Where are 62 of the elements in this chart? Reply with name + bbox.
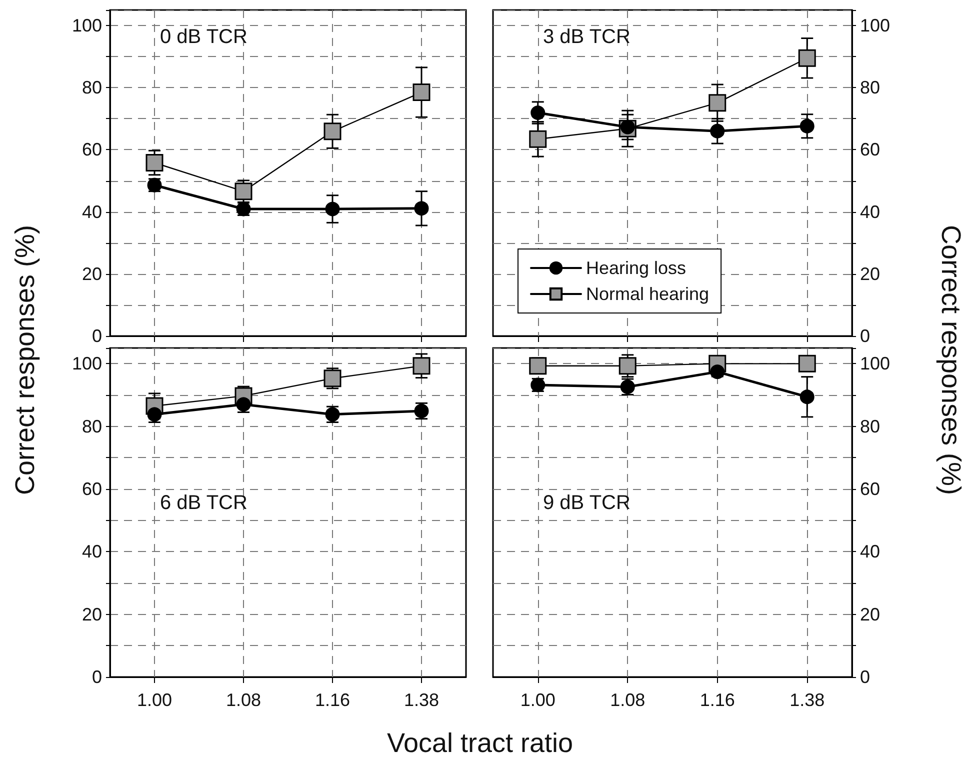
point	[414, 201, 429, 216]
y-tick-label: 100	[72, 354, 102, 374]
x-tick-label: 1.08	[610, 690, 646, 710]
text: 9 dB TCR	[543, 492, 630, 514]
point	[325, 202, 340, 216]
y-tick-label: 60	[82, 140, 102, 160]
y2-tick-label: 80	[860, 78, 880, 98]
y-tick-label: 80	[82, 78, 102, 98]
y-tick-label: 40	[82, 202, 102, 222]
point	[236, 397, 251, 412]
text: 6 dB TCR	[160, 492, 248, 514]
point	[412, 84, 430, 102]
y-axis-title: Correct responses (%)	[10, 224, 41, 496]
y-tick-label: 20	[82, 604, 102, 624]
y-tick-label: 80	[82, 416, 102, 436]
point	[710, 364, 725, 380]
point	[147, 407, 162, 422]
y-tick-label: 100	[72, 16, 102, 36]
legend-label: Normal hearing	[586, 284, 710, 304]
point	[798, 354, 816, 372]
y2-tick-label: 40	[860, 202, 880, 222]
y-tick-label: 40	[82, 542, 102, 562]
point	[708, 94, 726, 112]
x-tick-label: 1.00	[520, 690, 556, 710]
y2-tick-label: 20	[860, 264, 880, 284]
y2-tick-label: 80	[860, 416, 880, 436]
y-tick-label: 0	[92, 667, 102, 687]
y2-tick-label: 60	[860, 140, 880, 160]
point	[800, 390, 814, 404]
y2-tick-label: 100	[860, 354, 890, 374]
point	[234, 182, 252, 200]
point	[620, 120, 635, 134]
x-tick-label: 1.38	[790, 690, 825, 710]
y2-tick-label: 60	[860, 479, 880, 499]
point	[800, 118, 814, 134]
x-tick-label: 1.00	[136, 690, 172, 710]
x-tick-label: 1.16	[700, 690, 735, 710]
y2-axis-title: Correct responses (%)	[935, 224, 966, 496]
y2-tick-label: 100	[860, 16, 890, 36]
point	[529, 130, 547, 148]
y2-tick-label: 0	[860, 667, 870, 687]
text: 3 dB TCR	[543, 26, 630, 48]
point	[529, 357, 547, 375]
x-axis-title: Vocal tract ratio	[386, 728, 574, 759]
y-tick-label: 20	[82, 264, 102, 284]
y-tick-label: 0	[92, 326, 102, 346]
point	[618, 357, 636, 375]
point	[710, 124, 725, 138]
y2-tick-label: 40	[860, 542, 880, 562]
point	[146, 154, 164, 172]
point	[530, 106, 546, 120]
x-tick-label: 1.08	[226, 690, 262, 710]
point	[324, 122, 342, 140]
y2-tick-label: 20	[860, 604, 880, 624]
legend-label: Hearing loss	[586, 258, 686, 278]
y2-tick-label: 0	[860, 326, 870, 346]
x-tick-label: 1.16	[314, 690, 350, 710]
point	[798, 49, 816, 67]
point	[412, 357, 430, 375]
y-tick-label: 60	[82, 479, 102, 499]
x-tick-label: 1.38	[404, 690, 440, 710]
text: 0 dB TCR	[160, 26, 248, 48]
